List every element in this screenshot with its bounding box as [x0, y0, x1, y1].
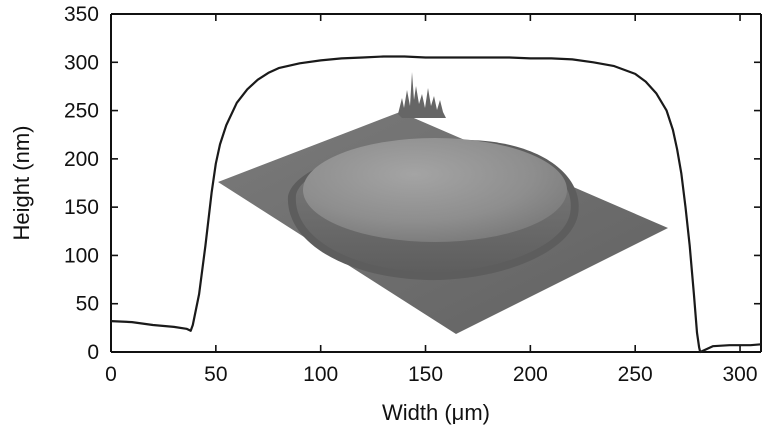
dome-top: [303, 138, 567, 242]
y-axis-ticks: 0 50 100 150 200 250 300 350: [64, 3, 761, 364]
x-tick-label: 250: [618, 363, 653, 386]
y-tick-label: 200: [64, 148, 99, 171]
y-tick-label: 50: [76, 293, 99, 316]
afm-3d-surface-inset: [218, 72, 668, 334]
x-axis-ticks: 0 50 100 150 200 250 300: [105, 14, 758, 386]
plot-frame: [110, 13, 762, 353]
y-tick-label: 350: [64, 3, 99, 26]
x-tick-label: 150: [408, 363, 443, 386]
y-tick-label: 150: [64, 196, 99, 219]
y-tick-label: 100: [64, 244, 99, 267]
y-tick-label: 250: [64, 100, 99, 123]
y-tick-label: 300: [64, 51, 99, 74]
x-tick-label: 50: [204, 363, 227, 386]
x-tick-label: 200: [513, 363, 548, 386]
y-tick-label: 0: [87, 341, 99, 364]
x-tick-label: 300: [723, 363, 758, 386]
x-tick-label: 100: [303, 363, 338, 386]
y-axis-label: Height (nm): [9, 126, 34, 241]
height-profile-line: [110, 55, 762, 354]
x-axis-label: Width (μm): [382, 400, 490, 425]
surface-spikes: [398, 72, 446, 118]
x-tick-label: 0: [105, 363, 117, 386]
